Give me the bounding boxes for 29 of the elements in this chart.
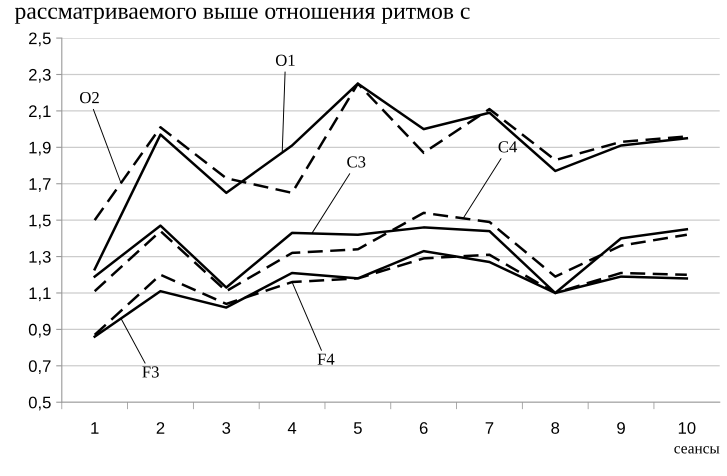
y-tick-label: 2,1 <box>29 105 51 120</box>
text: C3 <box>347 156 366 168</box>
x-tick-label: 3 <box>222 422 230 434</box>
text: F4 <box>318 354 334 365</box>
x-tick-label: 4 <box>288 422 296 434</box>
x-tick-label: 2 <box>156 422 164 434</box>
x-tick-label: 9 <box>617 422 625 434</box>
y-tick-label: 0,5 <box>28 396 51 410</box>
text: F3 <box>142 366 159 378</box>
y-tick-label: 2,5 <box>29 32 51 46</box>
text: C4 <box>498 141 518 152</box>
text: рассматриваемого выше отношения ритмов с <box>14 8 470 24</box>
x-tick-label: 6 <box>420 422 428 434</box>
y-tick-label: 2,3 <box>29 68 51 83</box>
x-tick-label: 10 <box>678 422 696 434</box>
text: O2 <box>80 92 99 104</box>
y-tick-label: 0,7 <box>28 360 51 374</box>
text: O1 <box>276 54 295 66</box>
y-tick-label: 1,3 <box>29 250 51 265</box>
x-tick-label: 7 <box>486 422 494 434</box>
y-tick-label: 1,5 <box>29 214 51 228</box>
x-axis-title: сеансы <box>674 446 720 454</box>
y-tick-label: 1,9 <box>29 142 51 156</box>
y-tick-label: 0,9 <box>28 324 51 338</box>
x-tick-label: 8 <box>551 422 560 434</box>
x-tick-label: 5 <box>354 422 362 434</box>
y-tick-label: 1,7 <box>29 178 51 192</box>
x-tick-label: 1 <box>91 422 99 434</box>
y-tick-label: 1,1 <box>29 288 51 302</box>
